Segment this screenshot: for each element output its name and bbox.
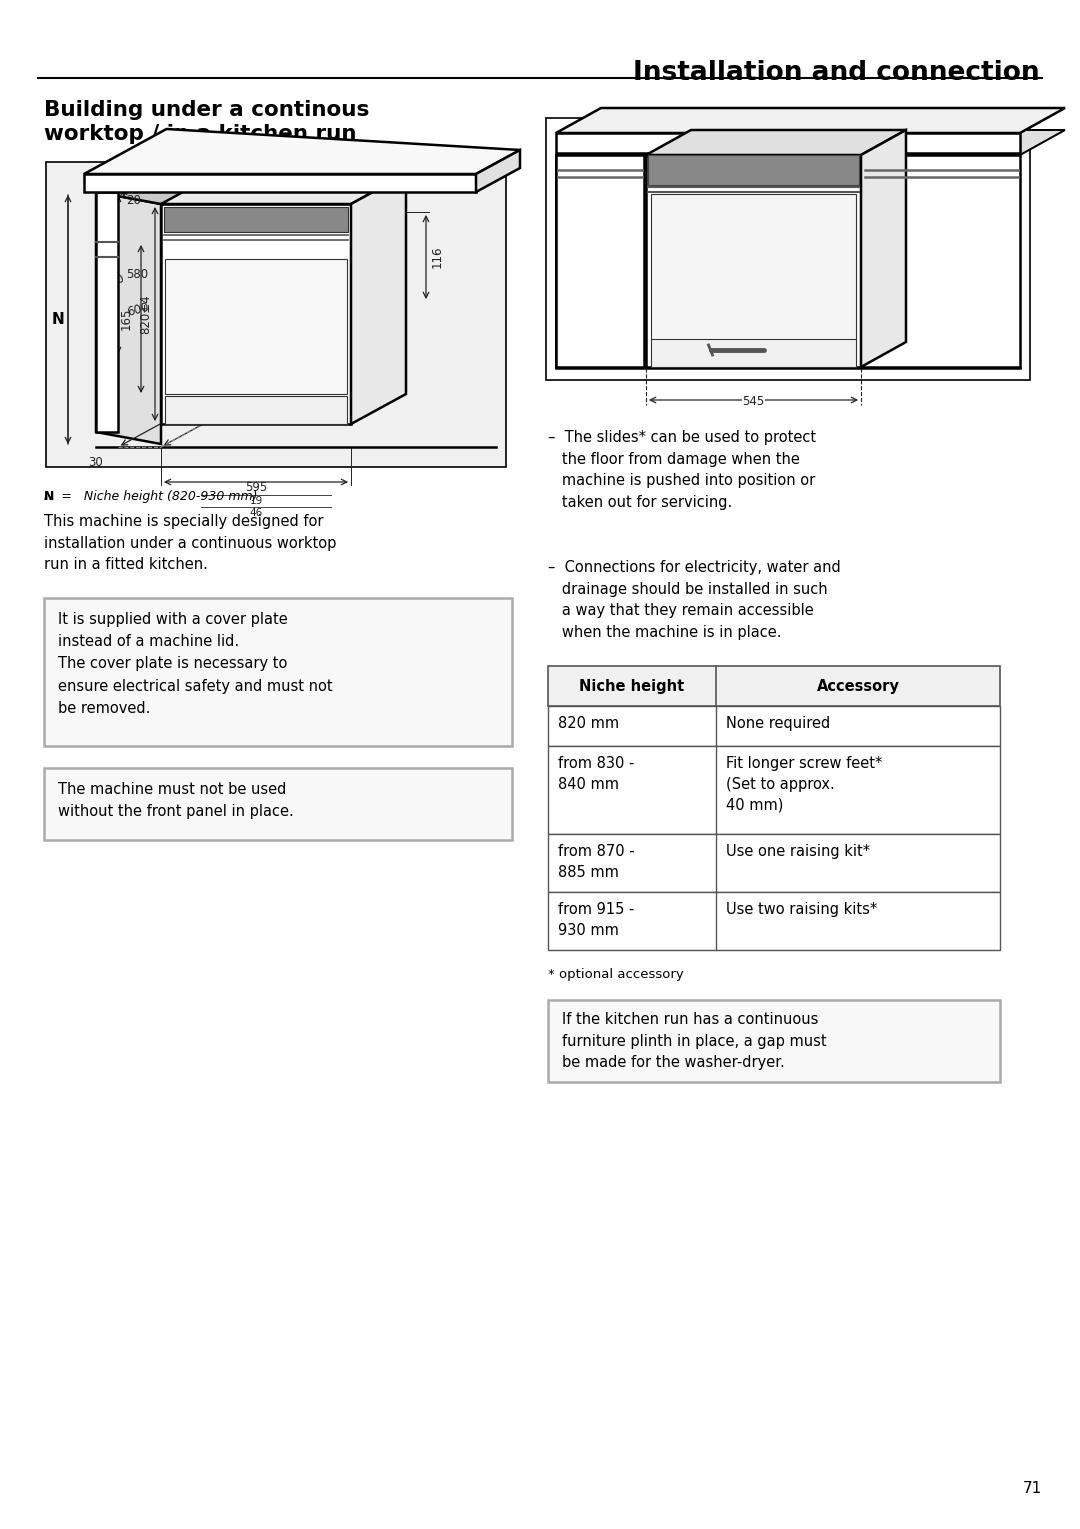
Bar [546, 118, 1030, 381]
Text: The machine must not be used
without the front panel in place.: The machine must not be used without the… [58, 781, 294, 820]
Text: 165: 165 [120, 307, 133, 330]
Bar [646, 154, 861, 367]
Text: Use one raising kit*: Use one raising kit* [726, 844, 870, 859]
Text: 545: 545 [742, 394, 765, 408]
Text: Use two raising kits*: Use two raising kits* [726, 902, 877, 917]
Polygon shape [84, 128, 519, 174]
Text: 820±4: 820±4 [139, 294, 152, 333]
Polygon shape [84, 174, 476, 193]
Text: –  The slides* can be used to protect
   the floor from damage when the
   machi: – The slides* can be used to protect the… [548, 430, 816, 509]
Bar [648, 154, 859, 185]
Bar [651, 339, 856, 367]
Bar [548, 667, 1000, 706]
Text: –  Connections for electricity, water and
   drainage should be installed in suc: – Connections for electricity, water and… [548, 560, 840, 639]
Bar [44, 768, 512, 839]
Text: 46: 46 [249, 508, 262, 518]
Bar [164, 206, 348, 232]
Polygon shape [556, 130, 600, 367]
Text: 19: 19 [249, 495, 262, 506]
Polygon shape [351, 174, 406, 424]
Bar [651, 194, 856, 341]
Text: If the kitchen run has a continuous
furniture plinth in place, a gap must
be mad: If the kitchen run has a continuous furn… [562, 1012, 826, 1070]
Bar [548, 1000, 1000, 1083]
Text: Building under a continous
worktop / in a kitchen run: Building under a continous worktop / in … [44, 99, 369, 144]
Text: from 915 -
930 mm: from 915 - 930 mm [558, 902, 634, 937]
Text: N  =   Niche height (820-930 mm): N = Niche height (820-930 mm) [44, 489, 257, 503]
Polygon shape [556, 133, 1020, 153]
Text: from 870 -
885 mm: from 870 - 885 mm [558, 844, 635, 881]
Text: Niche height: Niche height [579, 679, 685, 694]
Text: 116: 116 [431, 246, 444, 268]
Text: 592-596: 592-596 [231, 408, 281, 422]
Polygon shape [216, 174, 406, 394]
Polygon shape [161, 174, 406, 203]
Text: Installation and connection: Installation and connection [633, 60, 1040, 86]
Bar [46, 162, 507, 466]
Text: 600: 600 [102, 271, 126, 294]
Text: 600: 600 [126, 301, 151, 320]
Text: This machine is specially designed for
installation under a continuous worktop
r: This machine is specially designed for i… [44, 514, 336, 572]
Text: 580: 580 [126, 268, 148, 281]
Polygon shape [646, 130, 906, 154]
Text: 595: 595 [245, 482, 267, 494]
Text: 20: 20 [126, 194, 140, 206]
Text: N: N [44, 489, 54, 503]
Text: 820 mm: 820 mm [558, 716, 619, 731]
Polygon shape [861, 130, 906, 367]
Polygon shape [556, 154, 644, 367]
Bar [548, 891, 1000, 950]
Text: * optional accessory: * optional accessory [548, 968, 684, 982]
Text: 575: 575 [300, 206, 322, 220]
Polygon shape [556, 153, 1020, 365]
Polygon shape [863, 130, 1065, 154]
Bar [548, 833, 1000, 891]
Text: from 830 -
840 mm: from 830 - 840 mm [558, 755, 634, 792]
Text: 71: 71 [1023, 1482, 1042, 1495]
Text: Fit longer screw feet*
(Set to approx.
40 mm): Fit longer screw feet* (Set to approx. 4… [726, 755, 882, 813]
Polygon shape [476, 150, 519, 193]
Polygon shape [863, 154, 1020, 367]
Polygon shape [96, 193, 118, 433]
Bar [548, 706, 1000, 746]
Text: Accessory: Accessory [816, 679, 900, 694]
Polygon shape [96, 174, 406, 203]
Text: It is supplied with a cover plate
instead of a machine lid.
The cover plate is n: It is supplied with a cover plate instea… [58, 612, 333, 716]
Bar [165, 258, 347, 394]
Bar [161, 203, 351, 424]
Polygon shape [556, 109, 1065, 133]
Polygon shape [96, 193, 161, 443]
Bar [548, 746, 1000, 833]
Text: 30: 30 [87, 457, 103, 469]
Text: N: N [52, 312, 65, 327]
Bar [165, 396, 347, 424]
Text: None required: None required [726, 716, 831, 731]
Bar [44, 598, 512, 746]
